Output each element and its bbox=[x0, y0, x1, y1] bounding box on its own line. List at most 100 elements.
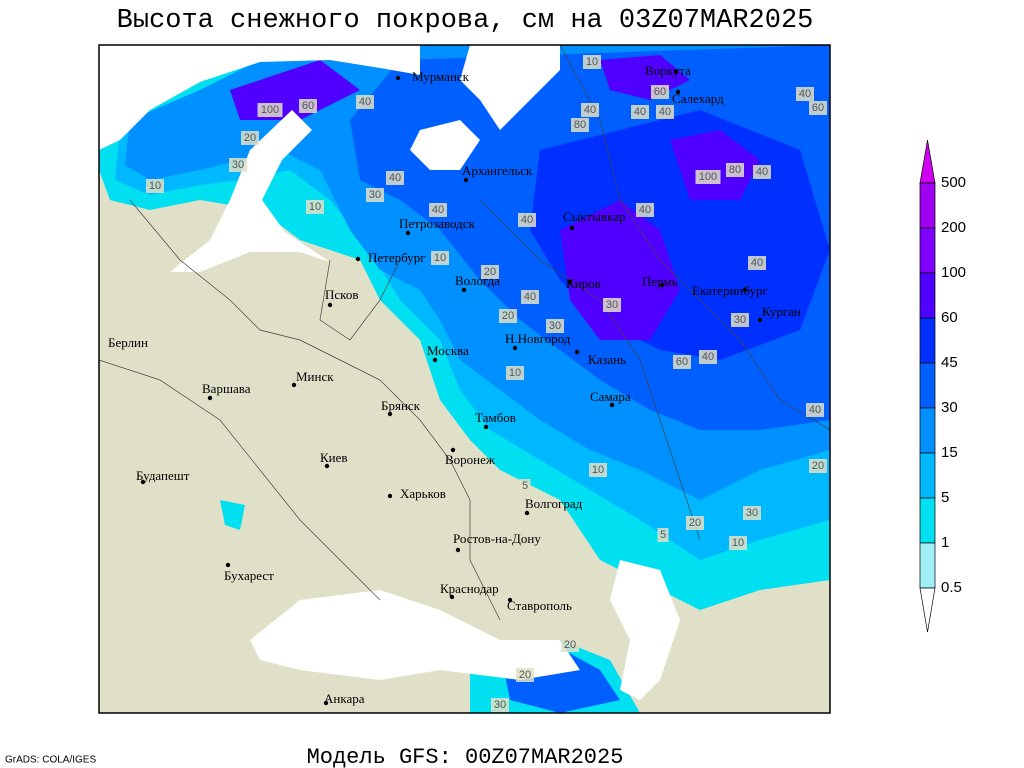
city-label: Пермь bbox=[642, 274, 678, 289]
city-label: Воркута bbox=[645, 63, 691, 78]
city-dot bbox=[327, 302, 333, 308]
legend-swatch bbox=[919, 542, 936, 589]
contour-label-box bbox=[499, 309, 517, 323]
contour-label: 40 bbox=[639, 204, 651, 216]
contour-label-box bbox=[731, 313, 749, 327]
city-dot bbox=[742, 287, 748, 293]
city-label: Петрозаводск bbox=[399, 216, 475, 231]
city-dot bbox=[395, 75, 401, 81]
city-dot bbox=[461, 287, 467, 293]
city-label: Сыктывкар bbox=[563, 209, 626, 224]
legend-swatch bbox=[919, 272, 936, 319]
city-label: Салехард bbox=[672, 91, 724, 106]
contour-label-box bbox=[748, 256, 766, 270]
contour-label-box bbox=[726, 163, 744, 177]
city-label: Казань bbox=[588, 352, 626, 367]
title: Высота снежного покрова, см на 03Z07MAR2… bbox=[117, 6, 814, 36]
contour-label: 40 bbox=[389, 172, 401, 184]
contour-label: 10 bbox=[309, 201, 321, 213]
contour-label-box bbox=[809, 101, 827, 115]
city-dot bbox=[432, 357, 438, 363]
contour-label: 5 bbox=[522, 480, 528, 492]
sea bbox=[99, 45, 680, 700]
legend-label: 30 bbox=[941, 399, 958, 416]
contour-label-box bbox=[521, 290, 539, 304]
border bbox=[99, 359, 381, 601]
city-dot bbox=[355, 256, 361, 262]
contour-label-box bbox=[481, 265, 499, 279]
city-label: Тамбов bbox=[475, 410, 516, 425]
legend-label: 200 bbox=[941, 219, 966, 236]
contour-label-box bbox=[636, 203, 654, 217]
city-dot bbox=[757, 317, 763, 323]
legend-swatch bbox=[919, 407, 936, 454]
city-label: Будапешт bbox=[136, 468, 190, 483]
contour-label-box bbox=[229, 158, 247, 172]
contour-label: 10 bbox=[586, 56, 598, 68]
contour-label: 60 bbox=[676, 356, 688, 368]
contour-label-box bbox=[695, 170, 721, 184]
credit: GrADS: COLA/IGES bbox=[5, 755, 96, 766]
contour-label-box bbox=[583, 55, 601, 69]
contour-label: 40 bbox=[799, 88, 811, 100]
contour-label: 30 bbox=[746, 507, 758, 519]
city-dot bbox=[524, 510, 530, 516]
contour-label-box bbox=[429, 203, 447, 217]
contour-label: 30 bbox=[369, 189, 381, 201]
contour-label: 40 bbox=[809, 404, 821, 416]
contour-label-box bbox=[589, 463, 607, 477]
legend-label: 500 bbox=[941, 174, 966, 191]
contour-label-box bbox=[519, 479, 531, 493]
city-dot bbox=[512, 345, 518, 351]
contour-label: 20 bbox=[812, 460, 824, 472]
city-label: Псков bbox=[325, 287, 358, 302]
city-label: Курган bbox=[762, 304, 801, 319]
map bbox=[99, 45, 830, 713]
city-label: Минск bbox=[296, 369, 334, 384]
border bbox=[319, 259, 401, 341]
legend-swatch bbox=[919, 182, 936, 229]
contour-label: 60 bbox=[654, 86, 666, 98]
contour-label: 100 bbox=[699, 171, 717, 183]
contour-label-box bbox=[546, 319, 564, 333]
contour-label: 80 bbox=[574, 119, 586, 131]
city-label: Петербург bbox=[368, 250, 426, 265]
legend-label: 60 bbox=[941, 309, 958, 326]
contour-label: 40 bbox=[359, 96, 371, 108]
map-frame bbox=[98, 44, 831, 714]
contour-label: 20 bbox=[564, 639, 576, 651]
contour-label: 10 bbox=[149, 180, 161, 192]
city-dot bbox=[291, 382, 297, 388]
city-dot bbox=[567, 279, 573, 285]
contour-label-box bbox=[809, 459, 827, 473]
contour-label-box bbox=[753, 165, 771, 179]
city-label: Краснодар bbox=[440, 581, 499, 596]
contour-label: 20 bbox=[502, 310, 514, 322]
city-label: Волгоград bbox=[525, 496, 583, 511]
city-label: Анкара bbox=[324, 691, 365, 706]
city-label: Самара bbox=[590, 389, 631, 404]
contour-label: 10 bbox=[434, 252, 446, 264]
contour-label: 30 bbox=[606, 299, 618, 311]
contour-label-box bbox=[806, 403, 824, 417]
city-dot bbox=[507, 597, 513, 603]
city-label: Киров bbox=[566, 276, 601, 291]
contour-label: 30 bbox=[734, 314, 746, 326]
contour-label: 10 bbox=[732, 537, 744, 549]
city-label: Воронеж bbox=[445, 452, 496, 467]
contour-label-box bbox=[506, 366, 524, 380]
contour-label: 40 bbox=[659, 106, 671, 118]
legend-swatch bbox=[919, 452, 936, 499]
legend-label: 0.5 bbox=[941, 579, 962, 596]
contour-label-box bbox=[516, 668, 534, 682]
contour-label-box bbox=[356, 95, 374, 109]
contour-label: 40 bbox=[584, 104, 596, 116]
city-label: Харьков bbox=[400, 486, 446, 501]
contour-label-box bbox=[651, 85, 669, 99]
contour-label-box bbox=[686, 516, 704, 530]
city-label: Мурманск bbox=[412, 69, 470, 84]
city-label: Брянск bbox=[381, 398, 421, 413]
contour-label-box bbox=[386, 171, 404, 185]
